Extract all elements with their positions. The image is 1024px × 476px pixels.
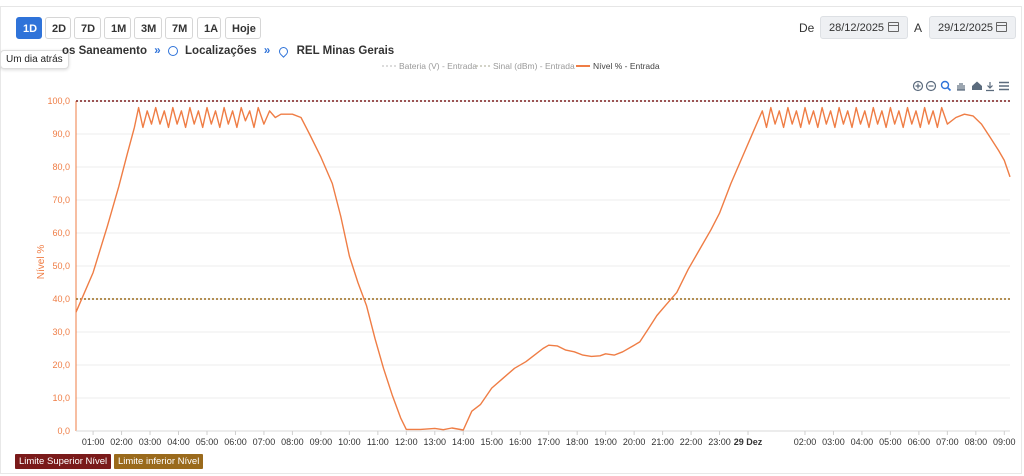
x-tick-label: 04:00 [167,437,190,447]
x-tick-label: 13:00 [424,437,447,447]
y-tick-label: 90,0 [52,129,70,139]
y-tick-label: 100,0 [47,96,70,106]
range-button-1m[interactable]: 1M [104,17,131,39]
y-tick-label: 70,0 [52,195,70,205]
range-button-2d[interactable]: 2D [45,17,71,39]
range-button-1a[interactable]: 1A [197,17,221,39]
x-tick-label: 05:00 [196,437,219,447]
x-tick-label: 16:00 [509,437,532,447]
x-tick-label: 14:00 [452,437,475,447]
y-tick-label: 50,0 [52,261,70,271]
x-tick-label: 01:00 [82,437,105,447]
legend-item[interactable]: Bateria (V) - Entrada [399,61,477,71]
series-layer [75,106,1011,431]
x-tick-label: 19:00 [594,437,617,447]
chart-grid [76,100,1010,432]
y-tick-label: 10,0 [52,393,70,403]
x-tick-label: 11:00 [367,437,389,447]
x-tick-label: 02:00 [110,437,133,447]
x-tick-label: 04:00 [851,437,874,447]
chart-legend: Bateria (V) - Entrada Sinal (dBm) - Entra… [382,61,660,71]
calendar-icon[interactable] [888,22,899,32]
download-icon[interactable] [986,82,994,92]
x-tick-label: 07:00 [253,437,276,447]
breadcrumb-item[interactable]: os Saneamento [62,45,147,57]
y-tick-label: 60,0 [52,228,70,238]
range-button-1d[interactable]: 1D [16,17,42,39]
x-tick-label: 07:00 [936,437,959,447]
zoom-out-icon[interactable] [925,80,937,92]
x-tick-label: 02:00 [794,437,817,447]
x-tick-label: 08:00 [281,437,304,447]
x-tick-label: 09:00 [310,437,333,447]
x-tick-label: 22:00 [680,437,703,447]
chart-panel [0,6,1022,474]
y-tick-label: 0,0 [57,426,70,436]
y-axis-title: Nível % [36,245,47,280]
x-tick-label: 03:00 [139,437,162,447]
y-axis: 0,0 10,0 20,0 30,0 40,0 50,0 60,0 70,0 80,0 90,0 1… [47,96,77,436]
date-from-input[interactable]: 28/12/2025 [820,16,908,39]
globe-icon [167,46,178,56]
date-to-value: 29/12/2025 [938,22,994,34]
lower-limit-badge[interactable]: Limite inferior Nível [114,454,204,469]
y-tick-label: 20,0 [52,360,70,370]
x-tick-label: 08:00 [965,437,988,447]
x-axis: 01:00 02:00 03:00 04:00 05:00 06:00 07:00 08:00… [76,430,1016,447]
breadcrumb-item[interactable]: REL Minas Gerais [296,45,395,57]
zoom-select-icon[interactable] [940,80,950,90]
chevron-right-icon: » [263,45,271,57]
x-tick-label: 12:00 [395,437,418,447]
zoom-in-icon[interactable] [912,80,924,92]
legend-item[interactable]: Nível % - Entrada [593,61,660,71]
date-from-label: De [799,21,815,35]
pan-icon[interactable] [957,83,965,91]
breadcrumb: os Saneamento » Localizações » REL Minas… [62,44,395,58]
x-tick-label: 10:00 [338,437,361,447]
chart-toolbar [912,80,1009,92]
upper-limit-badge[interactable]: Limite Superior Nível [15,454,112,469]
range-button-7m[interactable]: 7M [165,17,193,39]
range-tooltip: Um dia atrás [0,50,69,69]
date-to-label: A [914,21,923,35]
x-tick-label: 18:00 [566,437,589,447]
date-from-value: 28/12/2025 [829,22,885,34]
x-tick-label: 17:00 [537,437,560,447]
home-icon[interactable] [972,81,982,91]
series-line-nivel [75,106,1011,431]
y-tick-label: 30,0 [52,327,70,337]
calendar-icon[interactable] [996,22,1007,32]
x-tick-label: 23:00 [708,437,731,447]
range-button-3m[interactable]: 3M [134,17,162,39]
x-tick-label: 20:00 [623,437,646,447]
breadcrumb-item[interactable]: Localizações [185,45,257,57]
x-tick-label: 15:00 [480,437,503,447]
zoom-in-icon-glyph [915,83,921,89]
menu-icon[interactable] [999,81,1009,91]
x-tick-label: 29 Dez [734,437,763,447]
x-tick-label: 05:00 [879,437,902,447]
legend-item[interactable]: Sinal (dBm) - Entrada [493,61,575,71]
x-tick-label: 21:00 [651,437,674,447]
range-button-7d[interactable]: 7D [74,17,101,39]
y-tick-label: 40,0 [52,294,70,304]
x-tick-label: 09:00 [993,437,1016,447]
zoom-select-icon-handle [946,86,952,92]
x-tick-label: 03:00 [822,437,845,447]
chevron-right-icon: » [154,45,161,57]
date-to-input[interactable]: 29/12/2025 [929,16,1016,39]
x-tick-label: 06:00 [908,437,931,447]
range-button-hoje[interactable]: Hoje [225,17,261,39]
x-tick-label: 06:00 [224,437,247,447]
y-tick-label: 80,0 [52,162,70,172]
